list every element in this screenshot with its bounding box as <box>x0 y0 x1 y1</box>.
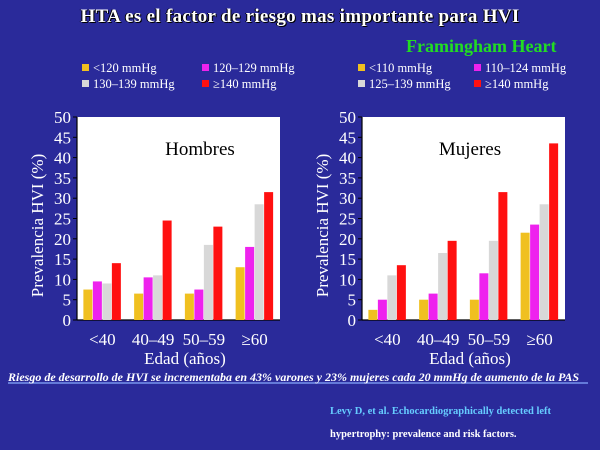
chart1-x-axis-label: Edad (años) <box>144 349 226 368</box>
chart1-bar-s1-c1 <box>83 289 93 320</box>
chart2-bar-s2-c1 <box>377 299 387 320</box>
chart1-bar-s2-c1 <box>92 281 102 320</box>
chart1-legend-label-2: 120–129 mmHg <box>213 61 295 75</box>
chart2-legend-label-4: ≥140 mmHg <box>485 77 549 91</box>
chart2-bar-s3-c2 <box>438 253 448 320</box>
chart2-y-tick-label: 35 <box>339 169 356 188</box>
chart2-x-tick-label: 50–59 <box>468 330 511 349</box>
chart2-legend-swatch-2 <box>474 64 481 71</box>
chart2-y-tick-label: 30 <box>339 189 356 208</box>
chart1-y-tick-label: 45 <box>54 128 71 147</box>
chart2-bar-s2-c4 <box>530 224 540 320</box>
chart1-legend-swatch-1 <box>82 64 89 71</box>
chart1-bar-s2-c3 <box>194 289 204 320</box>
chart2-bar-s4-c3 <box>498 192 508 320</box>
chart1-legend-swatch-3 <box>82 80 89 87</box>
chart1-y-tick-label: 15 <box>54 250 71 269</box>
chart2-y-tick-label: 50 <box>339 108 356 127</box>
chart2-y-tick-label: 20 <box>339 230 356 249</box>
footnote: Riesgo de desarrollo de HVI se increment… <box>8 370 580 384</box>
chart2-legend-label-1: <110 mmHg <box>369 61 433 75</box>
chart1-bar-s1-c2 <box>134 293 144 320</box>
chart1-y-tick-label: 5 <box>63 291 72 310</box>
chart1-bar-s4-c3 <box>213 226 223 320</box>
chart1-bar-s3-c2 <box>153 275 163 320</box>
chart1-y-axis-label: Prevalencia HVI (%) <box>28 154 47 298</box>
chart2-bar-s3-c4 <box>539 204 549 320</box>
chart2-y-tick-label: 45 <box>339 128 356 147</box>
chart2-legend-swatch-4 <box>474 80 481 87</box>
chart2-y-tick-label: 25 <box>339 210 356 229</box>
chart1-bar-s1-c4 <box>235 267 245 320</box>
chart2-bar-s3-c1 <box>387 275 397 320</box>
chart1-x-tick-label: 50–59 <box>183 330 226 349</box>
chart2-x-tick-label: 40–49 <box>417 330 460 349</box>
chart1-x-tick-label: ≥60 <box>241 330 267 349</box>
chart1-y-tick-label: 20 <box>54 230 71 249</box>
chart1-title: Hombres <box>165 139 235 160</box>
chart1-legend-label-1: <120 mmHg <box>93 61 157 75</box>
chart2-y-tick-label: 10 <box>339 270 356 289</box>
chart1-y-tick-label: 30 <box>54 189 71 208</box>
chart1-bar-s3-c3 <box>203 244 213 320</box>
chart2-bar-s1-c3 <box>469 299 479 320</box>
chart1-bar-s3-c1 <box>102 283 112 320</box>
chart2-bar-s4-c1 <box>396 265 406 320</box>
chart1-legend-label-3: 130–139 mmHg <box>93 77 175 91</box>
chart1-bar-s4-c4 <box>264 192 274 320</box>
chart1-bar-s1-c3 <box>184 293 194 320</box>
chart1-y-tick-label: 0 <box>63 311 72 330</box>
chart2-bar-s1-c1 <box>368 309 378 320</box>
chart2-bar-s3-c3 <box>488 240 498 320</box>
slide-title: HTA es el factor de riesgo mas important… <box>80 6 520 27</box>
chart2-y-axis-label: Prevalencia HVI (%) <box>313 154 332 298</box>
chart2-y-tick-label: 5 <box>348 291 357 310</box>
chart1-legend-swatch-2 <box>202 64 209 71</box>
chart1-legend-swatch-4 <box>202 80 209 87</box>
chart2-y-tick-label: 0 <box>348 311 357 330</box>
chart2-bar-s2-c3 <box>479 273 489 320</box>
chart2-y-tick-label: 40 <box>339 149 356 168</box>
reference-line-2: hypertrophy: prevalence and risk factors… <box>330 429 517 440</box>
chart2-bar-s4-c2 <box>447 240 457 320</box>
chart1-x-tick-label: <40 <box>89 330 116 349</box>
chart2-legend-swatch-3 <box>358 80 365 87</box>
chart2-legend-label-3: 125–139 mmHg <box>369 77 451 91</box>
chart2-bar-s2-c2 <box>428 293 438 320</box>
chart1-y-tick-label: 40 <box>54 149 71 168</box>
chart2-bar-s4-c4 <box>549 143 559 320</box>
chart2-x-tick-label: ≥60 <box>526 330 552 349</box>
chart1-bar-s2-c4 <box>245 246 255 320</box>
chart2-title: Mujeres <box>439 139 501 160</box>
chart1-bar-s2-c2 <box>143 277 153 320</box>
chart1-y-tick-label: 10 <box>54 270 71 289</box>
chart1-bar-s4-c1 <box>111 263 121 320</box>
reference-line-1: Levy D, et al. Echocardiographically det… <box>330 406 552 417</box>
chart1-y-tick-label: 25 <box>54 210 71 229</box>
chart1-legend-label-4: ≥140 mmHg <box>213 77 277 91</box>
chart1-bar-s4-c2 <box>162 220 172 320</box>
chart2-x-axis-label: Edad (años) <box>429 349 511 368</box>
chart2-y-tick-label: 15 <box>339 250 356 269</box>
study-label: Framingham Heart <box>406 36 557 56</box>
chart1-y-tick-label: 35 <box>54 169 71 188</box>
chart2-bar-s1-c4 <box>520 232 530 320</box>
chart1-bar-s3-c4 <box>254 204 264 320</box>
chart2-bar-s1-c2 <box>419 299 429 320</box>
chart2-legend-swatch-1 <box>358 64 365 71</box>
chart2-x-tick-label: <40 <box>374 330 401 349</box>
chart1-y-tick-label: 50 <box>54 108 71 127</box>
chart1-x-tick-label: 40–49 <box>132 330 175 349</box>
chart2-legend-label-2: 110–124 mmHg <box>485 61 567 75</box>
